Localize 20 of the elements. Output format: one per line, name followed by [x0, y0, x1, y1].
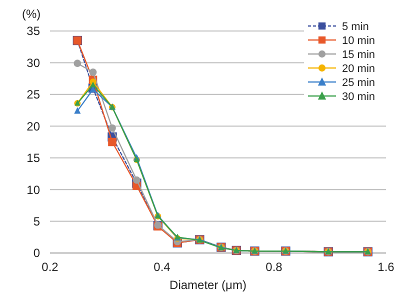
x-axis-title: Diameter (μm): [170, 278, 246, 292]
y-tick-label: 30: [26, 56, 40, 70]
y-tick-label: 35: [26, 24, 40, 38]
legend-label: 15 min: [342, 48, 376, 61]
legend-label: 25 min: [342, 76, 376, 89]
y-axis-title: (%): [22, 7, 41, 22]
y-tick-label: 20: [26, 119, 40, 134]
y-tick-label: 25: [26, 88, 40, 102]
legend-label: 10 min: [342, 34, 376, 47]
x-tick-label: 1.6: [378, 260, 395, 274]
y-tick-label: 15: [26, 151, 40, 166]
legend-label: 5 min: [342, 20, 369, 33]
legend-label: 30 min: [342, 90, 376, 103]
y-tick-label: 0: [33, 246, 40, 260]
y-tick-label: 10: [26, 182, 40, 197]
legend-label: 20 min: [342, 62, 376, 75]
x-tick-label: 0.4: [154, 260, 171, 274]
x-tick-label: 0.8: [266, 260, 283, 274]
x-tick-label: 0.2: [42, 260, 59, 274]
y-tick-label: 5: [33, 214, 40, 228]
